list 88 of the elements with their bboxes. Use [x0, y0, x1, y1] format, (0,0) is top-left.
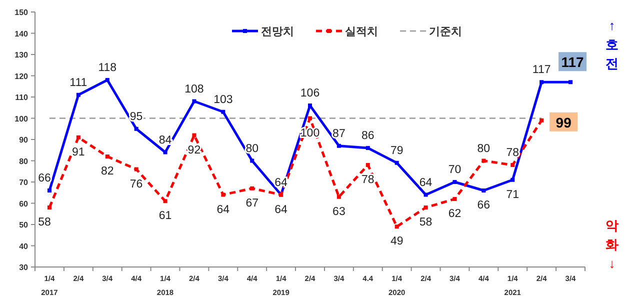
point — [540, 118, 544, 122]
data-label: 80 — [477, 142, 490, 155]
point — [452, 197, 457, 201]
y-tick-label: 50 — [19, 220, 29, 230]
point — [47, 188, 52, 192]
point — [510, 163, 515, 167]
data-label: 63 — [332, 206, 346, 218]
data-label: 111 — [70, 76, 88, 89]
y-tick-label: 110 — [15, 93, 29, 102]
point — [510, 178, 515, 182]
point — [134, 167, 138, 172]
y-tick-label: 60 — [19, 199, 29, 208]
legend-label: 기준치 — [429, 26, 462, 38]
point — [47, 206, 52, 210]
point — [221, 110, 226, 114]
data-label: 64 — [419, 176, 433, 189]
y-tick-label: 30 — [19, 263, 29, 272]
y-tick-label: 40 — [19, 242, 29, 251]
data-label: 58 — [38, 216, 51, 228]
y-tick-label: 90 — [19, 136, 29, 144]
data-label: 66 — [477, 200, 490, 212]
data-label: 78 — [506, 147, 520, 159]
point — [76, 92, 80, 97]
point — [452, 180, 457, 184]
data-label: 86 — [361, 130, 374, 142]
data-label: 58 — [419, 216, 432, 228]
point — [192, 133, 196, 138]
point — [482, 188, 486, 192]
point — [308, 116, 312, 120]
data-label: 118 — [98, 62, 117, 74]
data-label: 87 — [332, 128, 346, 140]
data-label: 49 — [390, 236, 404, 248]
point — [163, 150, 168, 154]
point — [250, 158, 254, 163]
data-label: 108 — [184, 83, 204, 96]
data-label: 67 — [246, 197, 259, 210]
data-label: 62 — [448, 208, 462, 220]
point — [366, 146, 370, 150]
point — [163, 199, 168, 204]
y-tick-label: 150 — [14, 8, 29, 17]
point — [336, 194, 341, 199]
data-label: 99 — [556, 114, 572, 130]
text: 악 화 ↓ — [606, 218, 618, 271]
text: ↑ 호 전 — [606, 18, 618, 71]
point — [134, 126, 138, 131]
data-label: 95 — [130, 110, 143, 123]
data-label: 79 — [390, 144, 404, 157]
point — [394, 160, 399, 165]
point — [105, 154, 110, 158]
data-label: 76 — [130, 178, 143, 190]
data-label: 61 — [158, 210, 172, 222]
data-label: 80 — [246, 142, 259, 155]
data-label: 64 — [216, 204, 230, 216]
data-label: 92 — [188, 144, 201, 156]
point — [366, 163, 370, 167]
point — [192, 99, 196, 104]
legend-label: 전망치 — [261, 26, 294, 38]
point — [76, 135, 80, 140]
y-tick-label: 80 — [19, 156, 29, 166]
data-label: 64 — [274, 204, 288, 216]
data-label: 78 — [361, 174, 374, 186]
data-label: 106 — [300, 88, 320, 100]
data-label: 117 — [561, 54, 584, 70]
point — [482, 158, 486, 163]
point — [424, 206, 428, 210]
point — [424, 192, 428, 197]
point — [336, 144, 341, 148]
y-tick-label: 120 — [14, 72, 29, 81]
data-label: 82 — [100, 166, 114, 178]
data-label: 91 — [72, 146, 85, 158]
point — [540, 80, 544, 84]
data-label: 84 — [158, 134, 172, 146]
y-tick-label: 140 — [14, 29, 29, 38]
point — [394, 224, 399, 229]
point — [221, 192, 226, 197]
legend-label: 실적치 — [345, 26, 378, 38]
point — [250, 186, 254, 190]
point — [308, 104, 312, 108]
data-label: 71 — [506, 188, 520, 201]
y-tick-label: 100 — [14, 114, 29, 124]
y-tick-label: 130 — [14, 50, 29, 60]
data-label: 103 — [214, 94, 233, 106]
data-label: 70 — [448, 164, 462, 176]
y-tick-label: 70 — [19, 178, 29, 187]
point — [568, 80, 573, 84]
point — [105, 78, 110, 82]
data-label: 66 — [38, 172, 51, 184]
data-label: 117 — [532, 64, 551, 76]
